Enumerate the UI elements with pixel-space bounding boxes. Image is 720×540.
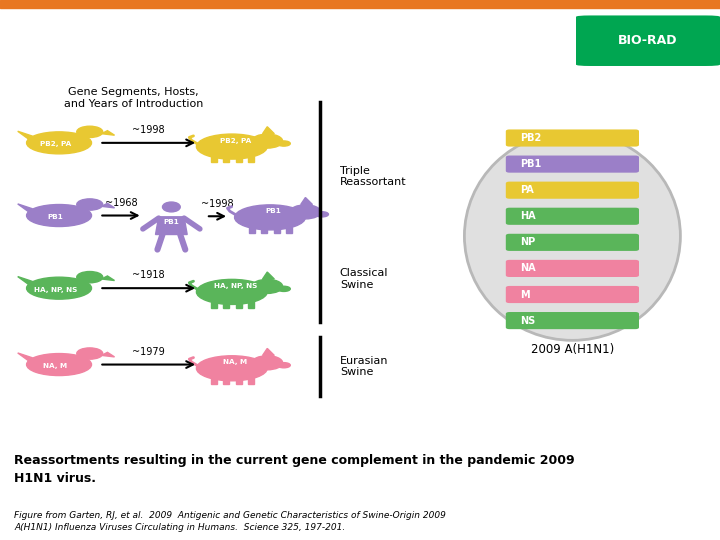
Text: NS: NS xyxy=(521,315,536,326)
Ellipse shape xyxy=(252,134,283,148)
Ellipse shape xyxy=(77,199,103,210)
Polygon shape xyxy=(263,272,274,279)
Bar xyxy=(261,227,267,233)
Polygon shape xyxy=(263,348,274,355)
Ellipse shape xyxy=(315,212,328,217)
Polygon shape xyxy=(18,276,32,285)
Bar xyxy=(236,156,242,163)
Text: PB1: PB1 xyxy=(266,208,282,214)
Text: Reassortments resulting in the current gene complement in the pandemic 2009
H1N1: Reassortments resulting in the current g… xyxy=(14,455,575,485)
Ellipse shape xyxy=(27,205,91,226)
Bar xyxy=(211,301,217,308)
Ellipse shape xyxy=(163,202,180,212)
Ellipse shape xyxy=(277,363,290,368)
Text: M: M xyxy=(521,289,530,300)
Text: 2009 A(H1N1): 2009 A(H1N1) xyxy=(531,343,614,356)
FancyBboxPatch shape xyxy=(505,286,639,303)
Ellipse shape xyxy=(277,141,290,146)
Text: PB1: PB1 xyxy=(521,159,541,169)
Polygon shape xyxy=(102,352,114,357)
FancyBboxPatch shape xyxy=(505,260,639,277)
Ellipse shape xyxy=(27,354,91,375)
Bar xyxy=(274,227,280,233)
FancyBboxPatch shape xyxy=(505,156,639,173)
Ellipse shape xyxy=(252,279,283,293)
Polygon shape xyxy=(301,198,312,205)
FancyBboxPatch shape xyxy=(576,16,720,66)
Text: Biotechnology: Biotechnology xyxy=(22,11,116,24)
Text: Explorer: Explorer xyxy=(47,40,117,58)
Text: HA, NP, NS: HA, NP, NS xyxy=(214,283,257,289)
Polygon shape xyxy=(18,353,32,361)
Polygon shape xyxy=(18,204,32,212)
Bar xyxy=(236,301,242,308)
Text: ~1918: ~1918 xyxy=(132,271,165,280)
Bar xyxy=(223,156,229,163)
Text: BIO-RAD: BIO-RAD xyxy=(618,34,678,47)
Text: PB2, PA: PB2, PA xyxy=(40,141,71,147)
Text: NA, M: NA, M xyxy=(223,359,248,366)
Ellipse shape xyxy=(197,279,267,305)
Ellipse shape xyxy=(77,126,103,138)
Bar xyxy=(236,377,242,384)
Text: HA: HA xyxy=(521,211,536,221)
Bar xyxy=(223,377,229,384)
Polygon shape xyxy=(263,127,274,134)
FancyBboxPatch shape xyxy=(505,130,639,146)
FancyBboxPatch shape xyxy=(505,181,639,199)
FancyBboxPatch shape xyxy=(505,312,639,329)
Bar xyxy=(249,227,256,233)
Text: NA, M: NA, M xyxy=(43,363,68,369)
FancyBboxPatch shape xyxy=(505,208,639,225)
Text: Figure from Garten, RJ, et al.  2009  Antigenic and Genetic Characteristics of S: Figure from Garten, RJ, et al. 2009 Anti… xyxy=(14,511,446,532)
Text: PB2, PA: PB2, PA xyxy=(220,138,251,144)
Ellipse shape xyxy=(77,348,103,359)
Text: ~1998: ~1998 xyxy=(201,199,234,209)
Bar xyxy=(211,377,217,384)
Ellipse shape xyxy=(235,205,305,230)
Text: Eurasian
Swine: Eurasian Swine xyxy=(340,356,388,377)
Ellipse shape xyxy=(464,132,680,340)
Polygon shape xyxy=(102,276,114,281)
Text: PB1: PB1 xyxy=(48,214,63,220)
Bar xyxy=(286,227,292,233)
Ellipse shape xyxy=(277,286,290,292)
Ellipse shape xyxy=(27,277,91,299)
Ellipse shape xyxy=(197,356,267,381)
Text: NP: NP xyxy=(521,238,536,247)
Bar xyxy=(248,377,253,384)
Polygon shape xyxy=(18,131,32,140)
Text: Classical
Swine: Classical Swine xyxy=(340,268,388,289)
Bar xyxy=(211,156,217,163)
Text: PB2: PB2 xyxy=(521,133,541,143)
Text: NA: NA xyxy=(521,264,536,273)
Text: Triple
Reassortant: Triple Reassortant xyxy=(340,166,407,187)
Text: ~1979: ~1979 xyxy=(132,347,165,357)
Bar xyxy=(248,301,253,308)
Text: PB1: PB1 xyxy=(163,219,179,225)
Text: ~1968: ~1968 xyxy=(104,198,138,208)
Text: ~1998: ~1998 xyxy=(132,125,165,135)
Text: HA, NP, NS: HA, NP, NS xyxy=(34,287,77,293)
FancyBboxPatch shape xyxy=(505,234,639,251)
Ellipse shape xyxy=(197,134,267,159)
Text: Gene Segments, Hosts,
and Years of Introduction: Gene Segments, Hosts, and Years of Intro… xyxy=(63,87,203,109)
Bar xyxy=(223,301,229,308)
Bar xyxy=(0,0,720,9)
Polygon shape xyxy=(102,203,114,208)
Bar xyxy=(248,156,253,163)
Polygon shape xyxy=(102,131,114,135)
Ellipse shape xyxy=(77,272,103,283)
Polygon shape xyxy=(156,217,187,234)
Text: PA: PA xyxy=(521,185,534,195)
Ellipse shape xyxy=(290,205,321,219)
Ellipse shape xyxy=(27,132,91,154)
Ellipse shape xyxy=(252,356,283,370)
